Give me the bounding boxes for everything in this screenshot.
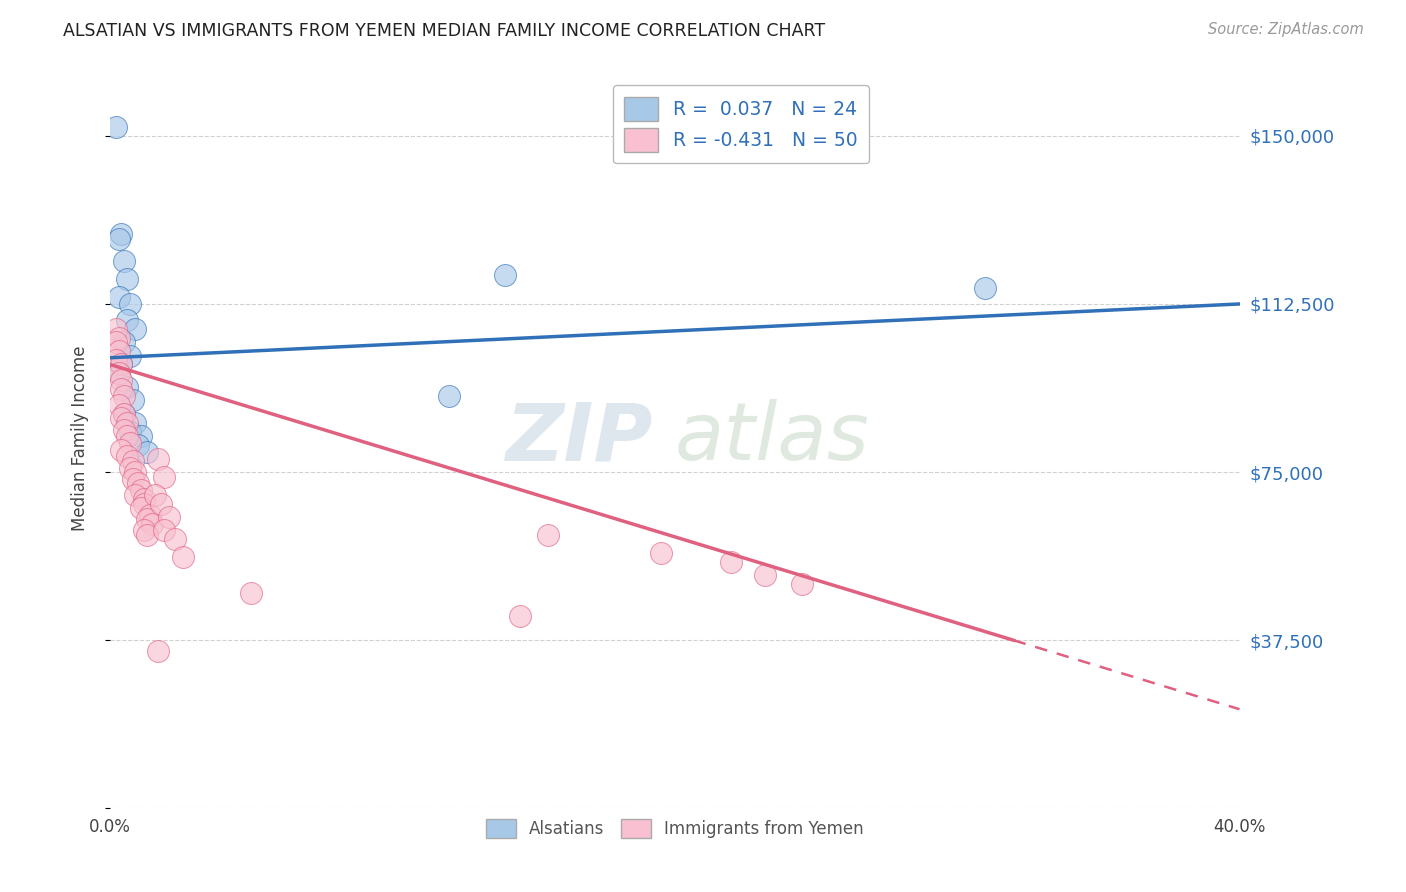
Point	[112, 407, 135, 421]
Point	[135, 445, 157, 459]
Point	[104, 334, 127, 349]
Point	[132, 491, 155, 506]
Point	[146, 644, 169, 658]
Point	[132, 496, 155, 510]
Point	[104, 120, 127, 134]
Point	[720, 555, 742, 569]
Point	[107, 398, 129, 412]
Point	[437, 389, 460, 403]
Point	[121, 393, 143, 408]
Point	[104, 353, 127, 368]
Point	[110, 227, 132, 242]
Point	[115, 380, 138, 394]
Point	[129, 500, 152, 515]
Point	[115, 272, 138, 286]
Point	[110, 373, 132, 387]
Point	[115, 429, 138, 443]
Text: Source: ZipAtlas.com: Source: ZipAtlas.com	[1208, 22, 1364, 37]
Point	[118, 297, 141, 311]
Point	[121, 454, 143, 468]
Point	[974, 281, 997, 295]
Point	[124, 465, 146, 479]
Point	[107, 344, 129, 359]
Point	[118, 460, 141, 475]
Point	[115, 450, 138, 464]
Point	[110, 382, 132, 396]
Point	[112, 254, 135, 268]
Point	[115, 416, 138, 430]
Text: atlas: atlas	[675, 400, 869, 477]
Legend: Alsatians, Immigrants from Yemen: Alsatians, Immigrants from Yemen	[479, 812, 870, 845]
Point	[124, 487, 146, 501]
Point	[537, 528, 560, 542]
Point	[107, 367, 129, 381]
Point	[115, 312, 138, 326]
Point	[112, 389, 135, 403]
Point	[149, 496, 172, 510]
Point	[163, 533, 186, 547]
Point	[790, 577, 813, 591]
Point	[107, 290, 129, 304]
Point	[118, 349, 141, 363]
Text: ZIP: ZIP	[505, 400, 652, 477]
Point	[112, 423, 135, 437]
Point	[104, 321, 127, 335]
Point	[157, 510, 180, 524]
Point	[135, 512, 157, 526]
Point	[118, 425, 141, 439]
Point	[141, 516, 163, 531]
Point	[754, 568, 776, 582]
Point	[508, 608, 530, 623]
Point	[110, 442, 132, 457]
Point	[118, 436, 141, 450]
Point	[107, 232, 129, 246]
Point	[129, 483, 152, 497]
Point	[143, 487, 166, 501]
Point	[650, 546, 672, 560]
Point	[112, 334, 135, 349]
Point	[112, 407, 135, 421]
Point	[107, 330, 129, 344]
Point	[152, 469, 174, 483]
Point	[127, 438, 149, 452]
Y-axis label: Median Family Income: Median Family Income	[72, 346, 89, 532]
Point	[110, 411, 132, 425]
Point	[132, 524, 155, 538]
Point	[124, 321, 146, 335]
Point	[110, 358, 132, 372]
Point	[173, 550, 195, 565]
Point	[127, 476, 149, 491]
Point	[110, 358, 132, 372]
Point	[135, 528, 157, 542]
Point	[146, 451, 169, 466]
Point	[138, 508, 160, 522]
Point	[494, 268, 516, 282]
Point	[240, 586, 263, 600]
Point	[121, 472, 143, 486]
Point	[129, 429, 152, 443]
Point	[107, 367, 129, 381]
Point	[124, 416, 146, 430]
Text: ALSATIAN VS IMMIGRANTS FROM YEMEN MEDIAN FAMILY INCOME CORRELATION CHART: ALSATIAN VS IMMIGRANTS FROM YEMEN MEDIAN…	[63, 22, 825, 40]
Point	[152, 524, 174, 538]
